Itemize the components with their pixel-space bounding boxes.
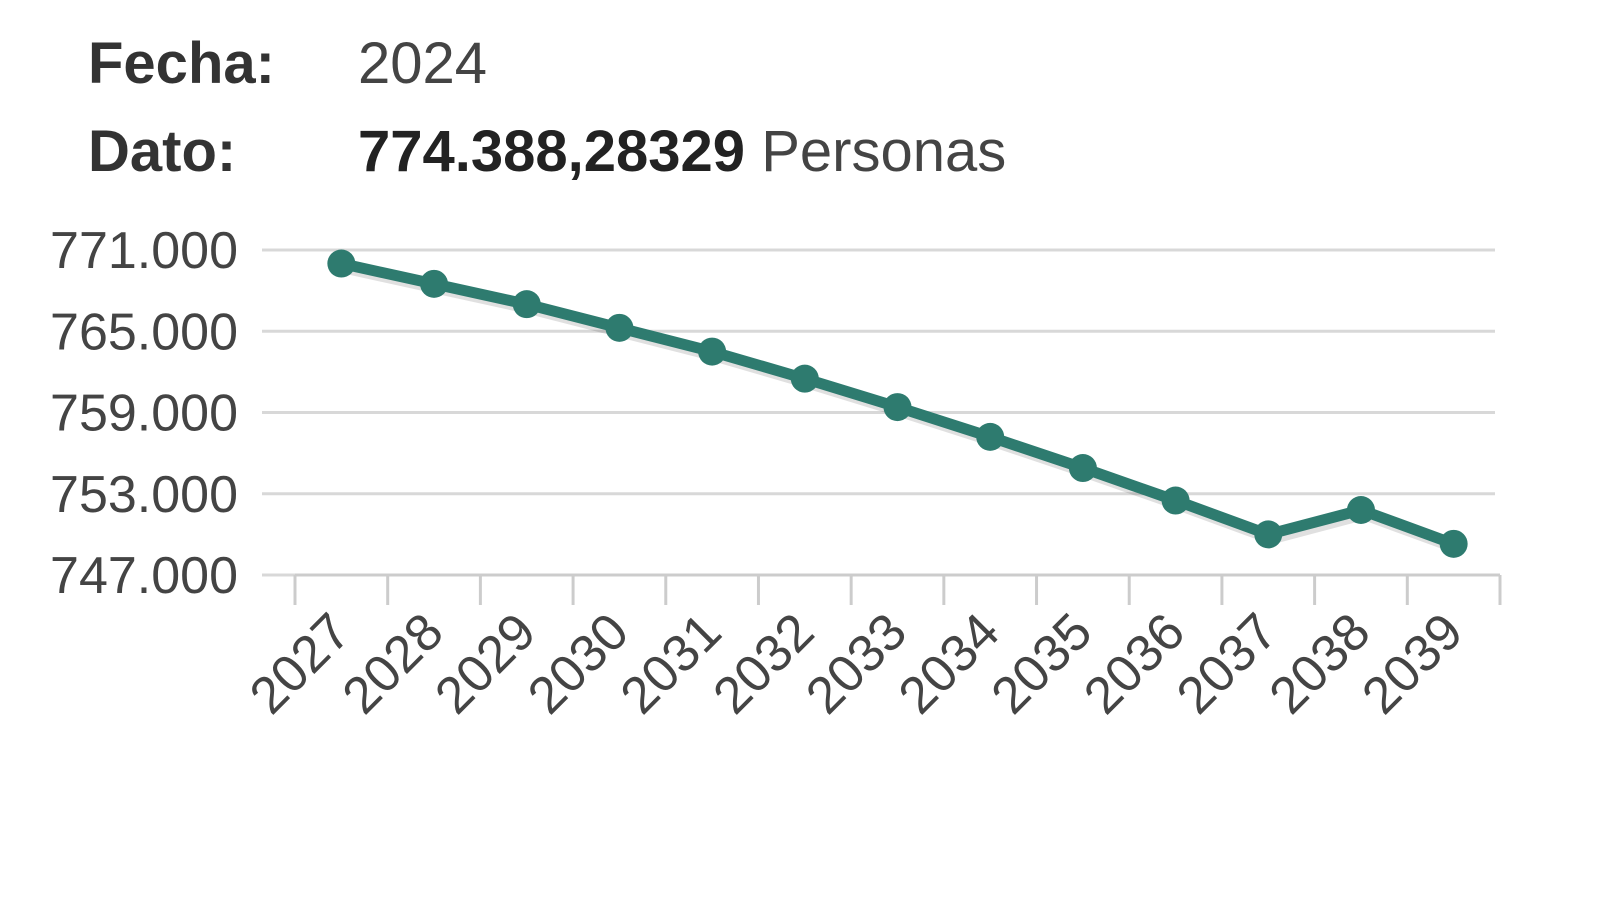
- dato-value-group: 774.388,28329 Personas: [358, 118, 1006, 185]
- y-tick-label-3: 753.000: [50, 466, 238, 524]
- x-tick-label-2028: 2028: [332, 602, 455, 725]
- fecha-value: 2024: [358, 31, 488, 96]
- y-tick-label-2: 759.000: [50, 385, 238, 443]
- data-point-2033: [883, 393, 912, 422]
- fecha-label: Fecha:: [88, 31, 275, 96]
- line-chart: 771.000 765.000 759.000 753.000 747.000 2027…: [50, 222, 1502, 725]
- data-point-2029: [512, 290, 541, 319]
- x-tick-label-2027: 2027: [239, 602, 362, 725]
- x-tick-label-2034: 2034: [888, 602, 1011, 725]
- x-tick-labels: 2027202820292030203120322033203420352036…: [239, 602, 1474, 725]
- data-point-2034: [976, 422, 1005, 451]
- x-tick-label-2037: 2037: [1166, 602, 1289, 725]
- data-point-2027: [327, 249, 356, 278]
- x-tick-label-2033: 2033: [795, 602, 918, 725]
- data-point-2028: [420, 269, 449, 298]
- x-tick-label-2036: 2036: [1073, 602, 1196, 725]
- axes: [293, 573, 1502, 605]
- data-point-2031: [698, 337, 727, 366]
- dato-unit: Personas: [761, 119, 1007, 184]
- x-tick-label-2029: 2029: [424, 602, 547, 725]
- data-point-2030: [605, 313, 634, 342]
- y-tick-labels: 771.000 765.000 759.000 753.000 747.000: [50, 222, 238, 605]
- x-tick-label-2030: 2030: [517, 602, 640, 725]
- data-points: [327, 249, 1468, 558]
- x-tick-label-2032: 2032: [702, 602, 825, 725]
- y-tick-label-0: 771.000: [50, 222, 238, 280]
- data-point-2035: [1068, 454, 1097, 483]
- dato-value: 774.388,28329: [358, 119, 746, 184]
- data-point-2037: [1254, 520, 1283, 549]
- x-tick-label-2035: 2035: [981, 602, 1104, 725]
- x-tick-label-2038: 2038: [1259, 602, 1382, 725]
- data-point-2036: [1161, 486, 1190, 515]
- data-point-2039: [1439, 529, 1468, 558]
- x-tick-label-2039: 2039: [1351, 602, 1474, 725]
- x-tick-label-2031: 2031: [610, 602, 733, 725]
- data-point-2032: [790, 364, 819, 393]
- data-point-2038: [1346, 496, 1375, 524]
- dato-label: Dato:: [88, 119, 237, 184]
- y-tick-label-1: 765.000: [50, 303, 238, 361]
- y-tick-label-4: 747.000: [50, 547, 238, 605]
